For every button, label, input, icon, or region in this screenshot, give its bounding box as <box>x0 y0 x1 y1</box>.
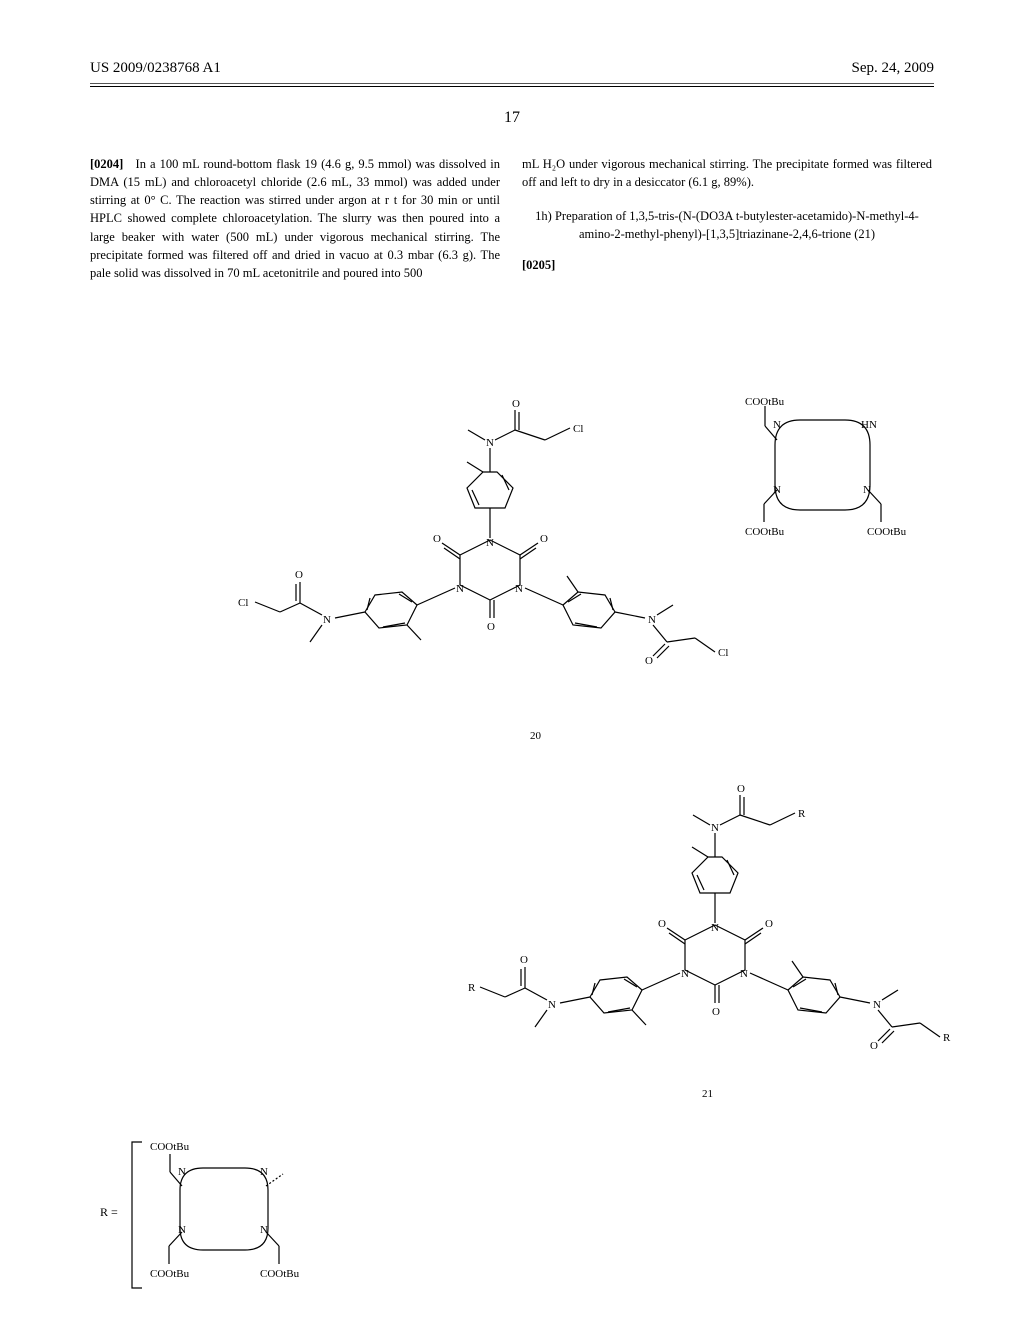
svg-text:N: N <box>548 999 556 1011</box>
svg-text:N: N <box>740 968 748 980</box>
para-0205-number: [0205] <box>522 256 932 274</box>
page-number: 17 <box>90 109 934 127</box>
svg-text:N: N <box>178 1166 186 1178</box>
svg-text:N: N <box>681 968 689 980</box>
svg-text:N: N <box>873 999 881 1011</box>
svg-text:O: O <box>512 398 520 410</box>
svg-text:O: O <box>487 621 495 633</box>
svg-text:COOtBu: COOtBu <box>745 526 785 538</box>
svg-text:Cl: Cl <box>573 423 583 435</box>
svg-text:R: R <box>798 808 806 820</box>
svg-text:N: N <box>486 537 494 549</box>
compound-20-label: 20 <box>530 730 541 742</box>
svg-text:N: N <box>260 1166 268 1178</box>
svg-text:O: O <box>540 533 548 545</box>
svg-text:N: N <box>773 419 781 431</box>
svg-text:O: O <box>765 918 773 930</box>
svg-text:COOtBu: COOtBu <box>260 1268 300 1280</box>
svg-text:N: N <box>711 922 719 934</box>
svg-text:O: O <box>520 954 528 966</box>
svg-text:O: O <box>645 655 653 667</box>
svg-text:N: N <box>515 583 523 595</box>
svg-text:COOtBu: COOtBu <box>867 526 907 538</box>
svg-text:O: O <box>870 1040 878 1052</box>
svg-text:N: N <box>711 822 719 834</box>
svg-text:Cl: Cl <box>238 597 248 609</box>
svg-text:R: R <box>468 982 476 994</box>
para-0204-number: [0204] <box>90 157 123 171</box>
svg-text:N: N <box>260 1224 268 1236</box>
svg-text:COOtBu: COOtBu <box>745 396 785 408</box>
svg-text:O: O <box>658 918 666 930</box>
svg-text:Cl: Cl <box>718 647 728 659</box>
svg-text:O: O <box>712 1006 720 1018</box>
svg-text:O: O <box>433 533 441 545</box>
patent-date: Sep. 24, 2009 <box>852 60 935 77</box>
svg-text:N: N <box>178 1224 186 1236</box>
para-0204-text: In a 100 mL round-bottom flask 19 (4.6 g… <box>90 157 500 280</box>
continuation-text: mL H₂O under vigorous mechanical stirrin… <box>522 155 932 191</box>
r-definition-figure: N N N N COOtBu COOtBu COOtBu R = <box>90 1125 340 1295</box>
svg-text:N: N <box>323 614 331 626</box>
compound-21-label: 21 <box>702 1088 713 1100</box>
svg-text:COOtBu: COOtBu <box>150 1268 190 1280</box>
svg-text:N: N <box>773 484 781 496</box>
svg-text:N: N <box>648 614 656 626</box>
svg-text:N: N <box>486 437 494 449</box>
section-1h-title: 1h) Preparation of 1,3,5-tris-(N-(DO3A t… <box>522 207 932 243</box>
compound-20-figure: N N N O O O N <box>95 380 925 730</box>
left-column: [0204] In a 100 mL round-bottom flask 19… <box>90 155 500 282</box>
svg-text:N: N <box>863 484 871 496</box>
svg-text:HN: HN <box>861 419 877 431</box>
svg-text:O: O <box>737 783 745 795</box>
right-column: mL H₂O under vigorous mechanical stirrin… <box>522 155 932 287</box>
compound-21-figure: N N N O O O N <box>350 775 970 1095</box>
r-equals-label: R = <box>100 1205 118 1220</box>
svg-text:O: O <box>295 569 303 581</box>
header-rule <box>90 86 934 87</box>
svg-text:COOtBu: COOtBu <box>150 1141 190 1153</box>
svg-text:N: N <box>456 583 464 595</box>
patent-number: US 2009/0238768 A1 <box>90 60 221 77</box>
page-header: US 2009/0238768 A1 Sep. 24, 2009 <box>90 60 934 84</box>
svg-text:R: R <box>943 1032 951 1044</box>
